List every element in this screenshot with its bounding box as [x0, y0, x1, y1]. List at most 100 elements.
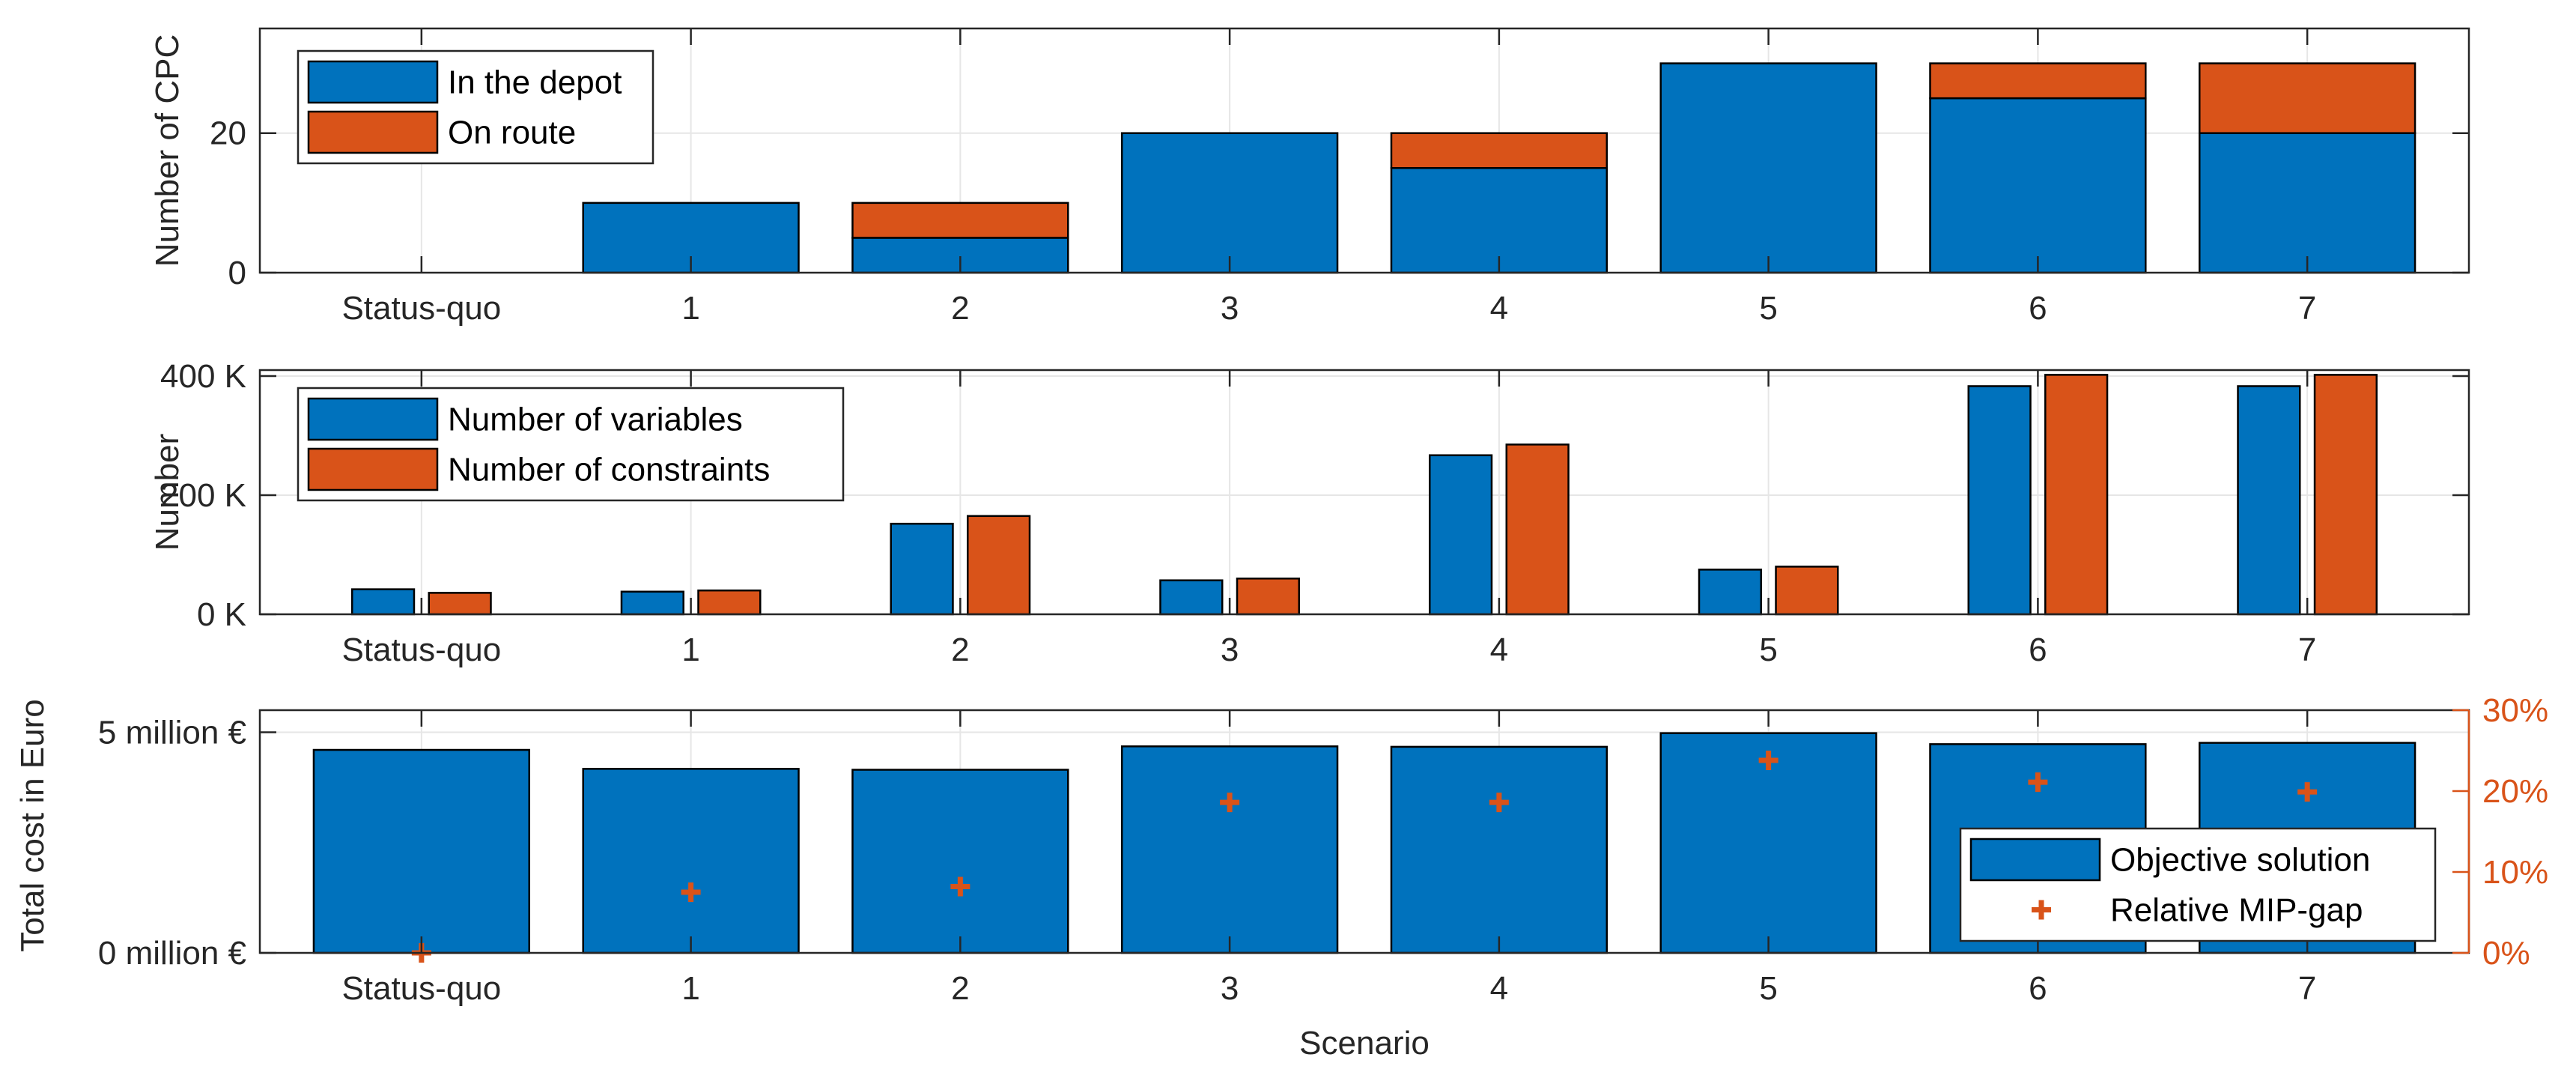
legend: Objective solution Relative MIP-gap	[1959, 827, 2437, 942]
bar-in-the-depot-5	[1659, 62, 1877, 274]
bar-number-of-constraints-2	[967, 515, 1031, 616]
y-tick-label: 0 K	[197, 596, 246, 633]
bar-number-of-constraints-3	[1236, 578, 1301, 616]
y-axis-label: Number	[149, 434, 186, 551]
legend-swatch-number-of-constraints	[307, 447, 439, 491]
y-axis-label: Number of CPC	[149, 34, 186, 267]
bar-number-of-constraints-status-quo	[428, 592, 492, 616]
bar-number-of-variables-6	[1967, 385, 2032, 616]
bar-number-of-variables-4	[1428, 454, 1493, 616]
bars	[582, 62, 2416, 274]
x-tick-label: 3	[1221, 632, 1239, 668]
x-tick-label: 7	[2298, 632, 2316, 668]
bar-number-of-variables-2	[890, 522, 954, 616]
legend-marker-relative-mip-gap	[2032, 900, 2051, 920]
bar-objective-solution-4	[1390, 745, 1609, 954]
bar-in-the-depot-4	[1390, 167, 1609, 274]
bar-number-of-variables-3	[1159, 579, 1224, 616]
y-tick-label: 5 million €	[98, 714, 246, 751]
x-axis-label: Scenario	[1299, 1025, 1430, 1062]
x-tick-label: 3	[1221, 290, 1239, 327]
legend-label-number-of-constraints: Number of constraints	[448, 452, 770, 488]
y-ticks: 0 million € 5 million €	[98, 714, 276, 972]
bar-on-route-2	[851, 202, 1069, 239]
x-tick-label: 5	[1759, 290, 1777, 327]
x-tick-label: 5	[1759, 970, 1777, 1007]
marker-relative-mip-gap-5	[1758, 750, 1778, 770]
bar-on-route-4	[1390, 132, 1609, 169]
x-ticks: Status-quo 1 2 3 4 5 6 7	[341, 28, 2316, 327]
marker-relative-mip-gap-6	[2028, 772, 2048, 793]
bar-in-the-depot-3	[1120, 132, 1339, 274]
legend-label-number-of-variables: Number of variables	[448, 402, 743, 438]
x-tick-label: 4	[1490, 290, 1508, 327]
marker-relative-mip-gap-2	[950, 876, 970, 897]
bar-objective-solution-status-quo	[312, 748, 531, 954]
x-tick-label: 1	[681, 632, 699, 668]
bar-objective-solution-2	[851, 769, 1069, 954]
marker-relative-mip-gap-4	[1489, 793, 1509, 813]
x-tick-label: 3	[1221, 970, 1239, 1007]
bar-number-of-constraints-4	[1505, 443, 1570, 616]
x-tick-label: 2	[951, 970, 969, 1007]
x-tick-label: 4	[1490, 632, 1508, 668]
x-tick-label: Status-quo	[341, 290, 501, 327]
x-tick-label: Status-quo	[341, 632, 501, 668]
legend-label-on-route: On route	[448, 115, 576, 151]
bar-number-of-constraints-1	[697, 589, 762, 616]
bars	[350, 374, 2378, 616]
x-tick-label: 5	[1759, 632, 1777, 668]
y-tick-label: 400 K	[160, 358, 246, 395]
x-tick-label: 6	[2029, 632, 2047, 668]
y-ticks: 0 K 200 K 400 K	[160, 358, 2469, 633]
x-tick-label: 2	[951, 290, 969, 327]
x-tick-label: 6	[2029, 970, 2047, 1007]
x-ticks: Status-quo 1 2 3 4 5 6 7	[341, 710, 2316, 1007]
y2-tick-label: 0%	[2482, 935, 2530, 972]
y-tick-label: 200 K	[160, 477, 246, 514]
bar-number-of-constraints-5	[1775, 566, 1839, 616]
x-ticks: Status-quo 1 2 3 4 5 6 7	[341, 370, 2316, 668]
x-tick-label: 1	[681, 290, 699, 327]
x-tick-label: 6	[2029, 290, 2047, 327]
bar-number-of-variables-7	[2237, 385, 2301, 616]
legend-label-objective-solution: Objective solution	[2110, 842, 2370, 879]
x-tick-label: 7	[2298, 970, 2316, 1007]
legend-label-in-the-depot: In the depot	[448, 64, 622, 101]
bar-objective-solution-1	[582, 768, 800, 954]
bar-number-of-constraints-7	[2313, 374, 2378, 616]
chart-panel-cpc: 0 20 Status-quo 1 2 3 4 5 6 7 Number of CPC In t…	[149, 27, 2470, 327]
legend-swatch-on-route	[307, 110, 439, 154]
marker-relative-mip-gap-3	[1220, 793, 1240, 813]
plot-frame	[258, 369, 2470, 616]
chart-panel-cost: 0 million € 5 million € 0% 10% 20% 30% Statu…	[14, 692, 2548, 1062]
bar-objective-solution-3	[1120, 745, 1339, 954]
y2-tick-label: 20%	[2482, 773, 2548, 810]
bar-number-of-variables-status-quo	[350, 588, 416, 616]
legend: In the depot On route	[297, 49, 654, 165]
bar-in-the-depot-6	[1929, 97, 2147, 274]
y-tick-label: 0	[228, 255, 246, 291]
legend-swatch-number-of-variables	[307, 397, 439, 441]
bar-on-route-7	[2198, 62, 2416, 134]
x-tick-label: Status-quo	[341, 970, 501, 1007]
x-tick-label: 1	[681, 970, 699, 1007]
y2-tick-label: 30%	[2482, 692, 2548, 729]
bar-on-route-6	[1929, 62, 2147, 100]
y-ticks: 0 20	[210, 115, 2469, 291]
x-tick-label: 2	[951, 632, 969, 668]
y-tick-label: 0 million €	[98, 935, 246, 972]
bar-number-of-constraints-6	[2044, 374, 2109, 616]
y2-tick-label: 10%	[2482, 854, 2548, 891]
marker-relative-mip-gap-1	[681, 882, 701, 902]
marker-relative-mip-gap-7	[2297, 782, 2318, 802]
x-tick-label: 7	[2298, 290, 2316, 327]
y2-ticks: 0% 10% 20% 30%	[2452, 692, 2548, 972]
chart-panel-model-size: 0 K 200 K 400 K Status-quo 1 2 3 4 5 6 7 Number N…	[149, 358, 2470, 668]
x-tick-label: 4	[1490, 970, 1508, 1007]
bar-in-the-depot-7	[2198, 132, 2416, 274]
legend-swatch-objective-solution	[1969, 838, 2101, 882]
bar-number-of-variables-1	[620, 590, 684, 616]
y-axis-label: Total cost in Euro	[14, 699, 51, 952]
